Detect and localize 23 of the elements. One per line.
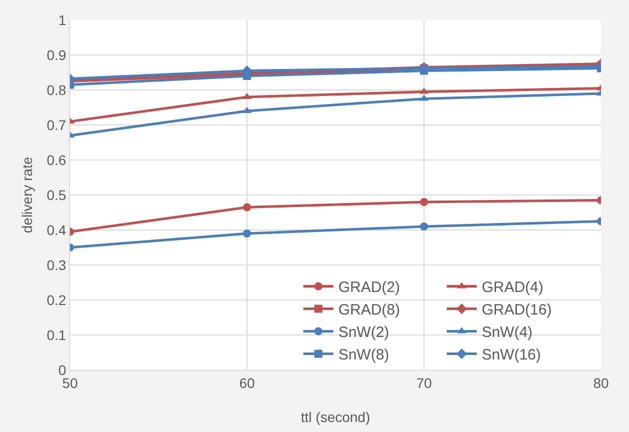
- legend-label: SnW(8): [338, 346, 390, 364]
- y-tick-label: 0.8: [46, 82, 66, 98]
- legend-label: SnW(16): [482, 346, 541, 364]
- x-tick-label: 60: [239, 374, 255, 391]
- y-tick-label: 0.6: [46, 152, 66, 168]
- y-axis-title: delivery rate: [19, 156, 35, 234]
- y-tick-label: 0.7: [46, 116, 66, 133]
- x-tick-label: 80: [593, 374, 609, 391]
- legend-label: SnW(2): [338, 324, 390, 342]
- legend-label: GRAD(2): [338, 279, 400, 296]
- y-tick-label: 0.3: [46, 256, 66, 273]
- legend-label: GRAD(16): [482, 302, 552, 319]
- y-tick-label: 0.5: [46, 186, 66, 203]
- y-tick-label: 0.1: [46, 326, 66, 343]
- y-tick-label: 1: [58, 12, 66, 28]
- y-tick-label: 0.4: [46, 222, 66, 238]
- legend-label: GRAD(8): [338, 302, 400, 319]
- legend-label: SnW(4): [482, 324, 533, 342]
- legend-label: GRAD(4): [482, 279, 544, 296]
- y-tick-label: 0.2: [46, 292, 66, 308]
- x-tick-label: 70: [416, 374, 432, 391]
- y-tick-label: 0.9: [46, 46, 66, 63]
- x-axis-title: ttl (second): [300, 409, 370, 425]
